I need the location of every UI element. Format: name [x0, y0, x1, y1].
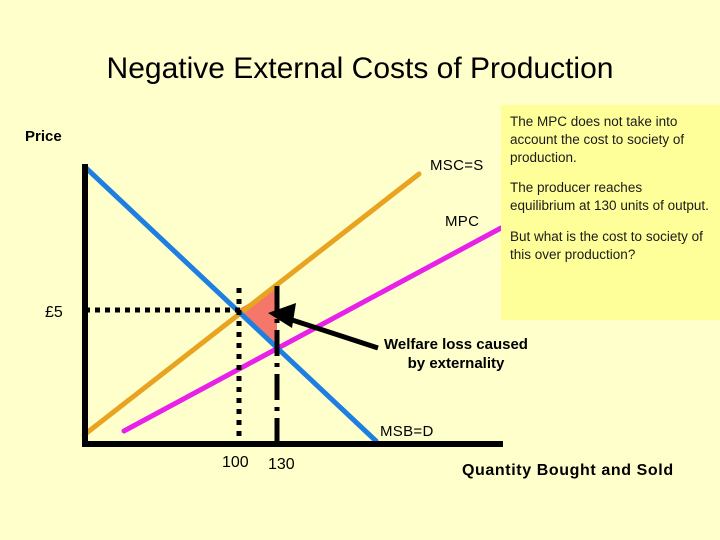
welfare-loss-triangle [239, 288, 277, 348]
x-axis-title: Quantity Bought and Sold [462, 462, 674, 479]
msc-supply-curve [81, 171, 422, 438]
mpc-curve [121, 225, 504, 434]
x-tick-label-100: 100 [222, 454, 249, 471]
welfare-loss-line-1: Welfare loss caused [384, 336, 528, 353]
mpc-curve-label: MPC [445, 213, 480, 230]
note-paragraph-1: The MPC does not take into account the c… [510, 114, 685, 165]
welfare-loss-pointer-arrow [268, 303, 379, 351]
page-title: Negative External Costs of Production [106, 52, 614, 85]
note-paragraph-2: The producer reaches equilibrium at 130 … [510, 180, 709, 214]
welfare-loss-annotation: Welfare loss caused by externality [366, 335, 546, 373]
note-paragraph-3: But what is the cost to society of this … [510, 229, 703, 262]
x-tick-label-130: 130 [268, 456, 295, 473]
explanation-note-box: The MPC does not take into account the c… [501, 105, 720, 320]
welfare-loss-line-2: by externality [407, 355, 505, 373]
price-tick-label: £5 [45, 304, 63, 321]
msb-curve-label: MSB=D [380, 423, 434, 440]
msc-curve-label: MSC=S [430, 157, 484, 174]
y-axis-title: Price [25, 128, 62, 145]
msb-demand-curve [82, 164, 379, 444]
